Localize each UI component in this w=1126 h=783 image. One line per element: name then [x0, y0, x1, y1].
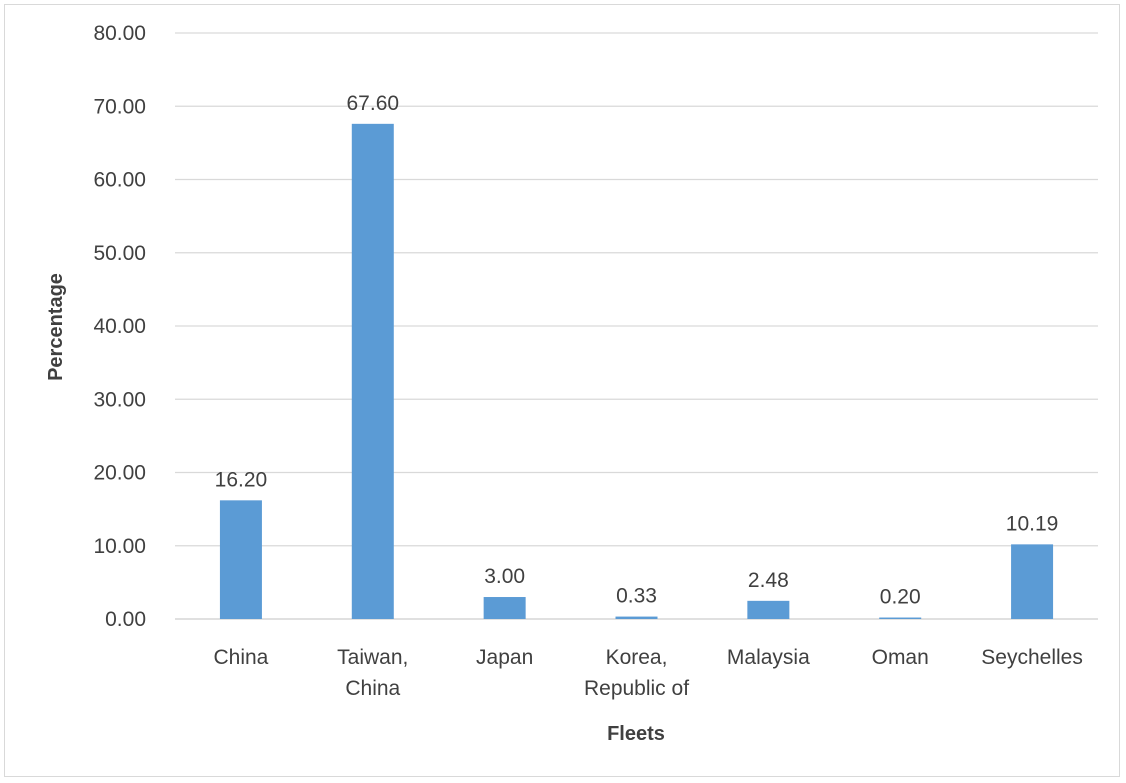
- bar: [351, 123, 394, 619]
- y-tick-label: 30.00: [93, 388, 146, 411]
- y-tick-label: 20.00: [93, 462, 146, 485]
- data-label: 0.20: [880, 586, 921, 609]
- bar: [747, 600, 790, 619]
- x-tick-label: Republic of: [584, 677, 689, 700]
- x-tick-label: Oman: [872, 646, 929, 669]
- data-label: 16.20: [215, 468, 268, 491]
- data-label: 67.60: [347, 92, 400, 115]
- data-label: 10.19: [1006, 512, 1059, 535]
- y-tick-label: 80.00: [93, 22, 146, 45]
- y-axis-title: Percentage: [45, 273, 67, 381]
- bar: [483, 597, 526, 619]
- chart-frame: [4, 4, 1120, 777]
- y-tick-label: 50.00: [93, 242, 146, 265]
- x-axis-ticks: China Taiwan, China Japan Korea, Republic of M…: [213, 646, 1082, 700]
- y-tick-label: 60.00: [93, 169, 146, 192]
- data-labels: 16.20 67.60 3.00 0.33 2.48 0.20 10.19: [215, 92, 1059, 609]
- x-tick-label: Malaysia: [727, 646, 810, 669]
- x-tick-label: China: [213, 646, 268, 669]
- y-tick-label: 40.00: [93, 315, 146, 338]
- data-label: 3.00: [484, 565, 525, 588]
- data-label: 0.33: [616, 585, 657, 608]
- x-axis-title: Fleets: [607, 723, 665, 745]
- y-axis-ticks: 0.00 10.00 20.00 30.00 40.00 50.00 60.00 70.00 8…: [93, 22, 146, 631]
- x-tick-label: Japan: [476, 646, 533, 669]
- data-label: 2.48: [748, 569, 789, 592]
- x-tick-label: Taiwan,: [337, 646, 408, 669]
- bar: [879, 617, 922, 619]
- y-tick-label: 10.00: [93, 535, 146, 558]
- bars: [219, 123, 1054, 619]
- bar: [219, 500, 262, 619]
- y-tick-label: 70.00: [93, 95, 146, 118]
- x-tick-label: Korea,: [606, 646, 668, 669]
- x-tick-label: Seychelles: [981, 646, 1083, 669]
- gridlines: [175, 32, 1098, 620]
- x-tick-label: China: [345, 677, 400, 700]
- y-tick-label: 0.00: [105, 608, 146, 631]
- bar: [615, 616, 658, 619]
- bar: [1011, 544, 1054, 619]
